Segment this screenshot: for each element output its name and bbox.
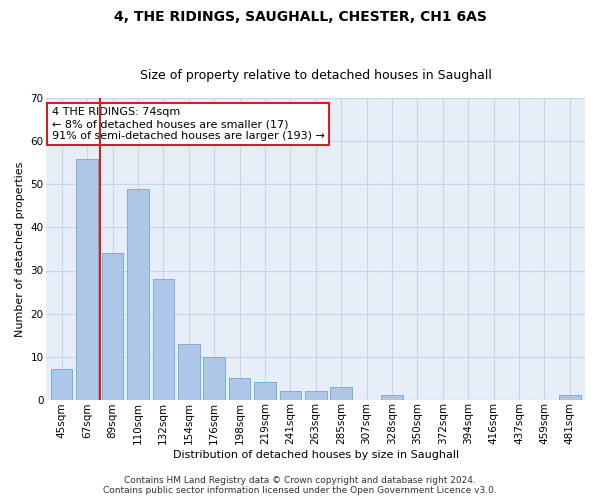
Bar [229, 378, 250, 400]
Text: 4, THE RIDINGS, SAUGHALL, CHESTER, CH1 6AS: 4, THE RIDINGS, SAUGHALL, CHESTER, CH1 6… [113, 10, 487, 24]
Text: 4 THE RIDINGS: 74sqm
← 8% of detached houses are smaller (17)
91% of semi-detach: 4 THE RIDINGS: 74sqm ← 8% of detached ho… [52, 108, 325, 140]
Bar [254, 382, 276, 400]
Bar [559, 395, 581, 400]
Bar [381, 395, 403, 400]
Y-axis label: Number of detached properties: Number of detached properties [15, 162, 25, 336]
X-axis label: Distribution of detached houses by size in Saughall: Distribution of detached houses by size … [173, 450, 459, 460]
Title: Size of property relative to detached houses in Saughall: Size of property relative to detached ho… [140, 69, 491, 82]
Text: Contains HM Land Registry data © Crown copyright and database right 2024.
Contai: Contains HM Land Registry data © Crown c… [103, 476, 497, 495]
Bar [178, 344, 200, 400]
Bar [152, 279, 174, 400]
Bar [51, 370, 73, 400]
Bar [305, 391, 326, 400]
Bar [280, 391, 301, 400]
Bar [102, 254, 124, 400]
Bar [127, 189, 149, 400]
Bar [203, 356, 225, 400]
Bar [76, 158, 98, 400]
Bar [331, 386, 352, 400]
